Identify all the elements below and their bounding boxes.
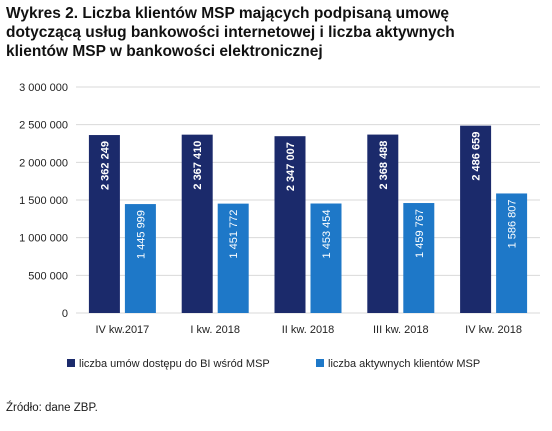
x-tick-label: IV kw.2017 <box>95 324 149 336</box>
y-tick-label: 500 000 <box>28 270 68 282</box>
data-label: 2 367 410 <box>192 141 204 190</box>
x-tick-label: I kw. 2018 <box>190 324 240 336</box>
x-tick-label: IV kw. 2018 <box>465 324 522 336</box>
bar <box>310 203 342 313</box>
bar <box>367 134 399 313</box>
y-tick-label: 2 000 000 <box>19 157 68 169</box>
data-label: 2 347 007 <box>285 142 297 191</box>
bar <box>124 204 156 313</box>
bar <box>181 134 213 313</box>
bar <box>217 203 249 313</box>
chart-title-line-1: Wykres 2. Liczba klientów MSP mających p… <box>6 5 450 22</box>
data-label: 1 451 772 <box>228 210 240 259</box>
legend-label-1: liczba umów dostępu do BI wśród MSP <box>79 358 270 370</box>
data-label: 1 453 454 <box>321 210 333 259</box>
bar <box>496 193 528 313</box>
data-label: 1 586 807 <box>507 199 519 248</box>
y-tick-label: 3 000 000 <box>19 82 68 94</box>
bar <box>403 203 435 313</box>
legend-swatch-2 <box>316 359 324 367</box>
y-tick-label: 1 000 000 <box>19 233 68 245</box>
bar <box>88 135 120 313</box>
bar <box>460 125 492 313</box>
x-tick-label: III kw. 2018 <box>373 324 429 336</box>
bar-chart-svg: 0 500 000 1 000 000 1 500 000 2 000 000 2 500… <box>19 82 540 370</box>
data-label: 2 486 659 <box>471 132 483 181</box>
data-label: 2 368 488 <box>378 141 390 190</box>
chart-title: Wykres 2. Liczba klientów MSP mających p… <box>6 4 546 61</box>
y-tick-label: 2 500 000 <box>19 120 68 132</box>
data-label: 1 459 767 <box>414 209 426 258</box>
data-label: 1 445 999 <box>135 210 147 259</box>
x-tick-label: II kw. 2018 <box>282 324 335 336</box>
y-tick-label: 1 500 000 <box>19 195 68 207</box>
y-tick-label: 0 <box>62 308 68 320</box>
bar <box>274 136 306 313</box>
legend-swatch-1 <box>67 359 75 367</box>
chart-title-line-2: dotyczącą usług bankowości internetowej … <box>6 24 455 41</box>
bar-chart: 0 500 000 1 000 000 1 500 000 2 000 000 2 500… <box>0 68 552 388</box>
data-label: 2 362 249 <box>99 141 111 190</box>
legend-label-2: liczba aktywnych klientów MSP <box>328 358 480 370</box>
source-note: Źródło: dane ZBP. <box>6 402 98 414</box>
chart-title-line-3: klientów MSP w bankowości elektronicznej <box>6 43 323 60</box>
